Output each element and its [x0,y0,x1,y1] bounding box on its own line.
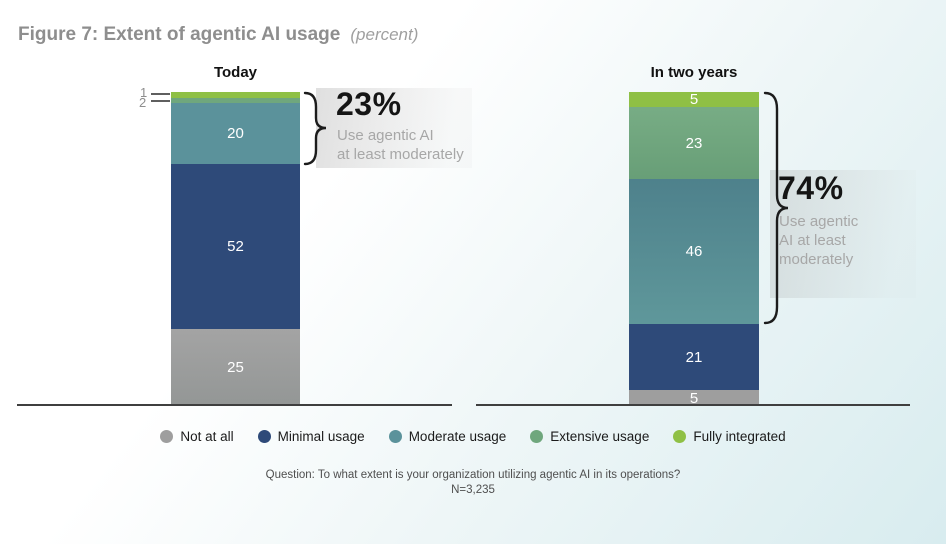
bar-segment-today-minimal-usage: 52 [171,164,300,329]
bar-segment-future-moderate-usage: 46 [629,179,759,324]
bar-today: 20 52 25 [171,92,300,406]
curly-brace-icon-today [303,91,327,166]
legend-label: Minimal usage [277,429,365,444]
bar-segment-future-not-at-all: 5 [629,389,759,407]
curly-brace-icon-in-two-years [763,91,789,325]
callout-note-line: AI at least [779,232,846,249]
callout-note-line: moderately [779,251,854,268]
figure-title-unit-note: (percent) [350,25,419,44]
bar-in-two-years: 5 23 46 21 5 [629,91,759,407]
segment-value-label: 5 [689,91,699,108]
figure-title-text: Figure 7: Extent of agentic AI usage [18,24,341,45]
legend-dot-icon [388,430,402,443]
legend-item-not-at-all: Not at all [160,429,234,444]
column-title-future: In two years [650,64,738,81]
callout-percentage-in-two-years: 74% [778,170,844,206]
legend-item-fully-integrated: Fully integrated [673,429,786,444]
legend-label: Moderate usage [408,429,507,444]
bar-segment-future-minimal-usage: 21 [629,324,759,390]
leader-line-extensive-usage [151,100,170,102]
segment-value-label: 21 [685,348,703,366]
legend-item-moderate-usage: Moderate usage [388,429,507,444]
leader-line-fully-integrated [151,93,170,95]
legend-item-extensive-usage: Extensive usage [530,429,649,444]
callout-note-in-two-years: Use agentic AI at least moderately [779,212,858,269]
bar-segment-future-fully-integrated: 5 [629,91,759,108]
bar-segment-future-extensive-usage: 23 [629,107,759,179]
segment-value-label-extensive-usage: 2 [139,95,147,110]
footnote-sample-size: N=3,235 [451,484,495,496]
callout-percentage-today: 23% [336,86,402,122]
segment-value-label: 20 [227,125,244,142]
bar-segment-today-fully-integrated [171,92,300,98]
legend-dot-icon [673,430,687,443]
segment-value-label: 52 [227,238,244,255]
segment-value-label-fully-integrated: 1 [140,85,148,100]
footnote: Question: To what extent is your organiz… [0,468,946,498]
legend-label: Not at all [180,429,234,444]
legend-dot-icon [160,430,174,443]
axis-baseline-in-two-years [476,404,910,406]
legend-label: Extensive usage [550,429,650,444]
column-title-today: Today [213,64,258,81]
axis-baseline-today [17,404,452,406]
legend-label: Fully integrated [693,429,786,444]
callout-note-line: Use agentic AI [337,127,434,144]
figure-title: Figure 7: Extent of agentic AI usage (pe… [18,24,418,46]
legend: Not at all Minimal usage Moderate usage … [0,429,946,444]
callout-note-today: Use agentic AI at least moderately [337,126,464,164]
segment-value-label: 46 [685,243,703,260]
legend-dot-icon [530,430,544,443]
segment-value-label: 23 [685,134,703,152]
callout-note-line: at least moderately [337,146,464,163]
footnote-question: Question: To what extent is your organiz… [265,469,681,481]
bar-segment-today-extensive-usage [171,98,300,103]
segment-value-label: 5 [689,389,699,407]
segment-value-label: 25 [227,359,244,376]
callout-note-line: Use agentic [779,213,859,230]
legend-item-minimal-usage: Minimal usage [257,429,365,444]
bar-segment-today-moderate-usage: 20 [171,103,300,164]
bar-segment-today-not-at-all: 25 [171,329,300,406]
legend-dot-icon [257,430,271,443]
